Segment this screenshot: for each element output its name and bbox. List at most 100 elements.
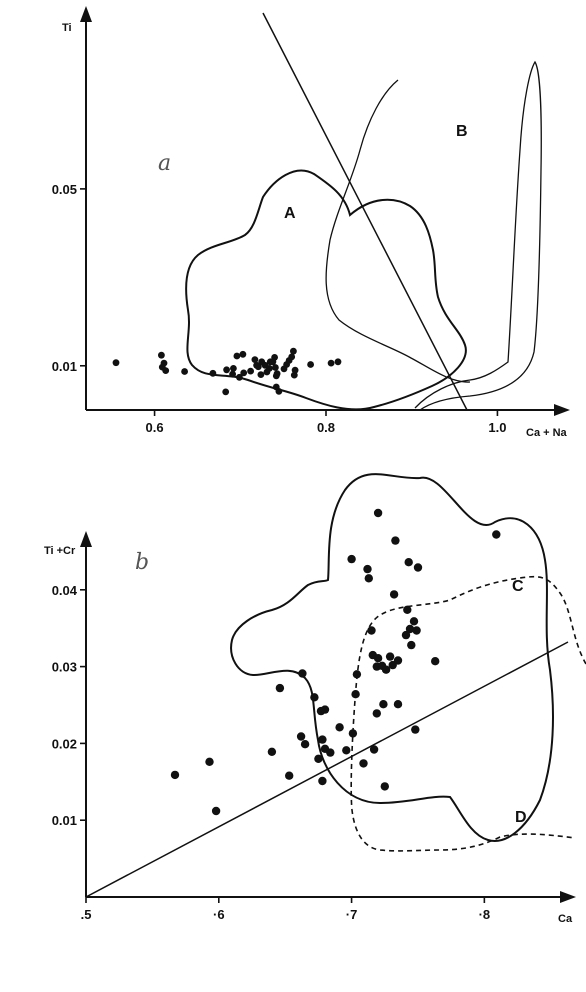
x-tick-label: ·8 bbox=[479, 907, 491, 922]
data-point bbox=[372, 709, 381, 718]
x-tick-label: ·6 bbox=[213, 907, 225, 922]
data-point bbox=[327, 359, 335, 367]
data-point bbox=[404, 558, 413, 567]
y-axis-label-b: Ti +Cr bbox=[44, 545, 76, 557]
region-d-boundary bbox=[350, 575, 586, 852]
data-point bbox=[352, 670, 362, 679]
data-point bbox=[158, 351, 165, 359]
data-point bbox=[240, 369, 248, 377]
data-point bbox=[405, 624, 415, 634]
data-point bbox=[290, 347, 297, 355]
data-point bbox=[385, 652, 395, 661]
data-point bbox=[401, 630, 411, 640]
x-axis-label-a: Ca + Na bbox=[526, 427, 568, 439]
x-tick-label: .5 bbox=[81, 907, 92, 922]
data-point bbox=[209, 369, 217, 377]
y-axis-a-arrow bbox=[80, 6, 92, 22]
data-point bbox=[273, 370, 281, 378]
region-a-boundary bbox=[185, 169, 467, 411]
data-point bbox=[314, 754, 323, 763]
data-point bbox=[407, 640, 416, 650]
data-point bbox=[348, 729, 358, 738]
data-point bbox=[229, 370, 237, 378]
data-point bbox=[367, 626, 376, 635]
region-c-boundary bbox=[230, 473, 554, 842]
data-point bbox=[363, 564, 372, 574]
y-ticks-b: 0.01 0.02 0.03 0.04 bbox=[52, 583, 86, 828]
panel-b-plot bbox=[85, 473, 586, 898]
boundary-line-a bbox=[262, 12, 468, 411]
data-points-b bbox=[170, 508, 501, 816]
panel-a: 0.6 0.8 1.0 0.01 0.05 Ti Ca + Na a A B bbox=[52, 6, 570, 439]
data-point bbox=[257, 371, 265, 378]
y-axis-b-arrow bbox=[80, 531, 92, 547]
data-point bbox=[296, 732, 306, 741]
data-point bbox=[320, 705, 330, 714]
data-point bbox=[310, 693, 319, 702]
data-point bbox=[271, 354, 278, 361]
data-point bbox=[275, 683, 285, 693]
data-point bbox=[492, 530, 501, 539]
data-point bbox=[412, 626, 421, 635]
panel-b-axes: .5 ·6 ·7 ·8 0.01 0.02 0.03 0.04 Ti +Cr Ca bbox=[44, 531, 576, 925]
y-axis-label-a: Ti bbox=[62, 22, 72, 34]
data-point bbox=[285, 771, 294, 780]
data-point bbox=[112, 359, 120, 367]
data-point bbox=[342, 746, 351, 755]
data-point bbox=[275, 388, 283, 395]
data-point bbox=[170, 770, 180, 780]
data-point bbox=[359, 759, 368, 768]
data-point bbox=[266, 365, 273, 372]
y-tick-label: 0.01 bbox=[52, 813, 77, 828]
data-point bbox=[160, 359, 168, 367]
y-tick-label: 0.03 bbox=[52, 660, 77, 675]
panel-label-a: a bbox=[158, 151, 171, 176]
data-point bbox=[247, 367, 255, 375]
x-tick-label: 0.6 bbox=[146, 420, 164, 435]
data-point bbox=[162, 367, 170, 374]
data-point bbox=[326, 748, 335, 757]
data-point bbox=[335, 723, 344, 732]
data-point bbox=[431, 657, 440, 666]
y-tick-label: 0.02 bbox=[52, 736, 77, 751]
data-point bbox=[409, 617, 419, 626]
data-point bbox=[205, 757, 214, 766]
y-tick-label: 0.05 bbox=[52, 182, 77, 197]
x-axis-label-b: Ca bbox=[558, 913, 573, 925]
data-point bbox=[300, 740, 310, 749]
x-axis-b-arrow bbox=[560, 891, 576, 903]
panel-b: .5·6·7·8 0.010.020.030.04 Ti +Cr Ca b C … bbox=[44, 473, 586, 925]
data-point bbox=[211, 806, 221, 816]
data-point bbox=[239, 350, 247, 358]
data-point bbox=[251, 356, 259, 363]
data-point bbox=[318, 776, 327, 786]
x-tick-label: 1.0 bbox=[488, 420, 506, 435]
data-point bbox=[288, 353, 296, 361]
data-point bbox=[369, 745, 379, 754]
data-point bbox=[413, 563, 423, 572]
data-point bbox=[373, 654, 383, 663]
x-ticks-b: .5 ·6 ·7 ·8 bbox=[81, 897, 491, 922]
y-tick-label: 0.01 bbox=[52, 359, 77, 374]
region-label-b: B bbox=[456, 123, 468, 140]
y-tick-label: 0.04 bbox=[52, 583, 78, 598]
x-ticks-a: 0.6 0.8 1.0 bbox=[146, 410, 506, 435]
region-label-d: D bbox=[515, 809, 527, 826]
data-point bbox=[233, 352, 241, 360]
data-points-a bbox=[112, 347, 342, 396]
data-point bbox=[291, 366, 299, 374]
data-point bbox=[403, 605, 412, 614]
x-axis-a-arrow bbox=[554, 404, 570, 416]
data-point bbox=[181, 368, 189, 375]
data-point bbox=[364, 574, 373, 583]
data-point bbox=[389, 590, 399, 599]
panel-a-plot bbox=[112, 12, 542, 411]
data-point bbox=[351, 690, 360, 699]
y-ticks-a: 0.01 0.05 bbox=[52, 182, 86, 374]
data-point bbox=[381, 665, 391, 674]
region-label-a: A bbox=[284, 205, 296, 222]
data-point bbox=[411, 725, 420, 734]
data-point bbox=[223, 366, 231, 374]
data-point bbox=[307, 361, 314, 368]
